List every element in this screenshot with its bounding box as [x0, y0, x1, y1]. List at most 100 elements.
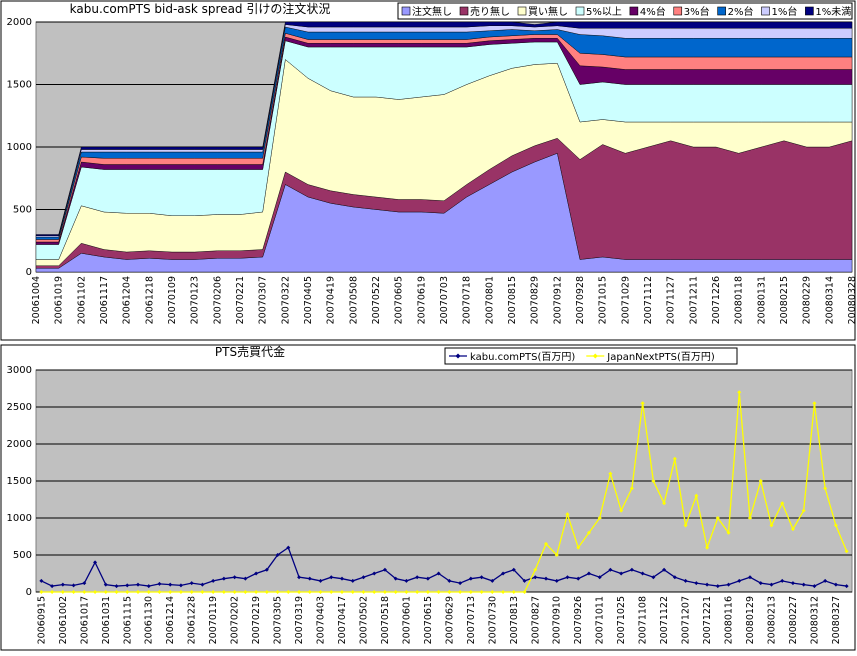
line-marker: [243, 576, 248, 581]
line-marker: [136, 590, 140, 594]
line-marker: [82, 581, 87, 586]
x-tick-label: 20070615: [423, 596, 434, 644]
line-marker: [447, 578, 452, 583]
legend-label: 売り無し: [470, 5, 510, 18]
legend-box: [397, 2, 853, 20]
line-marker: [769, 582, 774, 587]
x-tick-label: 20071207: [681, 596, 692, 644]
x-tick-label: 20070928: [575, 276, 586, 324]
x-tick-label: 20070109: [167, 276, 178, 324]
x-tick-label: 20070305: [273, 596, 284, 644]
line-marker: [490, 590, 495, 594]
x-tick-label: 20070518: [380, 596, 391, 644]
line-marker: [125, 583, 130, 588]
line-marker: [576, 545, 581, 550]
line-marker: [340, 590, 344, 594]
x-tick-label: 20061228: [187, 596, 198, 644]
line-marker: [372, 590, 377, 594]
legend-label: 注文無し: [412, 5, 452, 18]
line-marker: [544, 576, 548, 581]
x-tick-label: 20070813: [509, 596, 520, 644]
line-marker: [39, 578, 44, 583]
x-tick-label: 20061117: [99, 276, 110, 324]
line-marker: [275, 553, 280, 557]
x-tick-label: 20070718: [462, 276, 473, 324]
x-tick-label: 20071127: [666, 276, 677, 324]
line-marker: [200, 590, 205, 594]
line-marker: [103, 590, 108, 594]
x-tick-label: 20070403: [316, 596, 327, 644]
line-marker: [533, 575, 538, 580]
line-marker: [415, 590, 420, 594]
line-marker: [178, 583, 183, 588]
x-tick-label: 20070912: [552, 276, 563, 324]
line-marker: [275, 590, 280, 594]
line-marker: [447, 590, 452, 594]
legend-swatch: [629, 6, 639, 16]
line-marker: [597, 516, 602, 520]
x-tick-label: 20061002: [58, 596, 69, 644]
line-marker: [382, 567, 387, 572]
line-marker: [404, 590, 409, 594]
line-marker: [425, 590, 430, 594]
line-marker: [221, 590, 226, 594]
line-marker: [200, 582, 205, 587]
line-marker: [780, 578, 785, 583]
line-marker: [790, 527, 795, 532]
x-tick-label: 20070801: [484, 276, 495, 324]
line-marker: [651, 479, 656, 483]
line-marker: [329, 590, 334, 594]
x-tick-label: 20070307: [258, 276, 269, 324]
x-tick-label: 20080328: [847, 276, 857, 324]
x-tick-label: 20061204: [122, 276, 133, 324]
x-tick-label: 20071029: [620, 276, 631, 324]
line-marker: [286, 590, 291, 594]
line-marker: [812, 401, 817, 406]
line-marker: [619, 571, 624, 576]
line-marker: [608, 471, 613, 476]
y-tick-label: 500: [13, 550, 32, 561]
x-tick-label: 20071011: [595, 596, 606, 644]
x-tick-label: 20070219: [251, 596, 262, 644]
line-marker: [640, 571, 645, 576]
line-marker: [479, 590, 484, 594]
line-series: [41, 392, 848, 593]
line-marker: [694, 581, 699, 586]
x-tick-label: 20080116: [724, 596, 735, 644]
line-marker: [146, 584, 151, 589]
x-tick-label: 20080213: [766, 596, 777, 644]
line-marker: [458, 581, 463, 586]
x-tick-label: 20080227: [788, 596, 799, 644]
line-marker: [726, 582, 731, 587]
x-tick-label: 20080312: [809, 596, 820, 644]
x-tick-label: 20070221: [235, 276, 246, 324]
line-marker: [103, 582, 108, 587]
line-marker: [544, 541, 548, 546]
line-marker: [221, 576, 226, 581]
line-marker: [554, 578, 559, 583]
line-marker: [189, 590, 194, 594]
x-tick-label: 20070827: [530, 596, 541, 644]
line-marker: [458, 590, 463, 594]
line-marker: [307, 590, 312, 594]
x-tick-label: 20071015: [598, 276, 609, 324]
legend-label: 4%台: [640, 5, 666, 18]
x-tick-label: 20071025: [616, 596, 627, 644]
line-marker: [436, 571, 441, 576]
line-marker: [715, 584, 720, 589]
legend-marker: [455, 353, 461, 359]
line-marker: [844, 549, 849, 554]
line-marker: [82, 590, 87, 594]
x-tick-label: 20070829: [530, 276, 541, 324]
x-tick-label: 20070815: [507, 276, 518, 324]
line-marker: [60, 590, 65, 594]
legend-swatch: [517, 6, 527, 16]
line-marker: [812, 584, 817, 589]
y-tick-label: 2500: [7, 402, 32, 413]
x-tick-label: 20061130: [144, 596, 155, 644]
x-tick-label: 20070605: [394, 276, 405, 324]
line-marker: [468, 590, 473, 594]
line-marker: [501, 590, 506, 594]
x-tick-label: 20070322: [280, 276, 291, 324]
line-marker: [232, 575, 237, 580]
